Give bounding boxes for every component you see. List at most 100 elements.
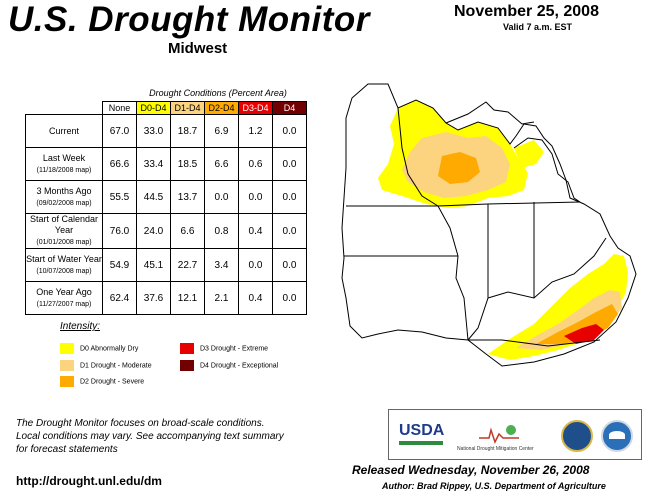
ia-il-line [437, 205, 469, 341]
commerce-seal-icon [561, 420, 593, 452]
d3-area-kentucky [564, 324, 604, 344]
table-cell: 24.0 [136, 213, 171, 249]
oh-ky-line [487, 237, 607, 299]
region-name: Midwest [168, 40, 228, 57]
release-date: Released Wednesday, November 26, 2008 [352, 463, 590, 477]
noaa-logo-icon [601, 420, 633, 452]
table-cell: 0.0 [272, 114, 307, 148]
table-cell: 0.0 [272, 180, 307, 214]
table-cell: 37.6 [136, 281, 171, 315]
table-cell: 0.0 [272, 147, 307, 181]
d1-area-kentucky [516, 290, 622, 350]
legend-swatch [60, 376, 74, 387]
row-label-text: 3 Months Ago [36, 185, 92, 196]
legend-label: D2 Drought - Severe [80, 378, 145, 386]
region-outline [341, 83, 637, 367]
table-row: 3 Months Ago (09/02/2008 map) 55.5 44.5 13.7… [25, 180, 307, 214]
row-label: Last Week (11/18/2008 map) [25, 147, 103, 181]
table-cell: 0.4 [238, 281, 273, 315]
map-date: November 25, 2008 [454, 3, 599, 20]
legend-title: Intensity: [60, 321, 101, 332]
legend-item-d2: D2 Drought - Severe [60, 376, 144, 387]
col-header: D3-D4 [238, 101, 273, 115]
legend-item-d1: D1 Drought - Moderate [60, 360, 152, 371]
d2-area-wisconsin [438, 152, 480, 184]
table-cell: 33.0 [136, 114, 171, 148]
table-cell: 76.0 [102, 213, 137, 249]
state-boundaries [341, 83, 637, 367]
d2-area-kentucky [536, 304, 618, 344]
table-cell: 0.0 [272, 213, 307, 249]
legend-swatch [60, 360, 74, 371]
row-label-date: (01/01/2008 map) [36, 239, 92, 246]
note-line: Local conditions may vary. See accompany… [16, 431, 284, 442]
drought-areas [378, 100, 628, 360]
col-header: None [102, 101, 137, 115]
table-cell: 45.1 [136, 248, 171, 282]
row-label: 3 Months Ago (09/02/2008 map) [25, 180, 103, 214]
table-cell: 3.4 [204, 248, 239, 282]
row-label: One Year Ago (11/27/2007 map) [25, 281, 103, 315]
row-label-text: Start of Calendar Year [29, 214, 99, 235]
legend-item-d3: D3 Drought - Extreme [180, 343, 268, 354]
legend-item-d0: D0 Abnormally Dry [60, 343, 138, 354]
table-cell: 0.4 [238, 213, 273, 249]
table-row: Start of Water Year (10/07/2008 map) 54.9 4… [25, 248, 307, 282]
row-label: Start of Water Year (10/07/2008 map) [25, 248, 103, 282]
table-cell: 18.7 [170, 114, 205, 148]
ndmc-logo-icon [479, 422, 519, 444]
table-cell: 12.1 [170, 281, 205, 315]
agency-logos: USDA National Drought Mitigation Center [388, 409, 642, 460]
legend-label: D1 Drought - Moderate [80, 362, 152, 370]
row-label-text: Last Week [42, 152, 86, 163]
table-cell: 0.0 [204, 180, 239, 214]
table-row: One Year Ago (11/27/2007 map) 62.4 37.6 12.1… [25, 281, 307, 315]
table-cell: 1.2 [238, 114, 273, 148]
col-header: D2-D4 [204, 101, 239, 115]
table-cell: 44.5 [136, 180, 171, 214]
row-label-date: (11/27/2007 map) [36, 300, 92, 308]
table-cell: 54.9 [102, 248, 137, 282]
table-cell: 2.1 [204, 281, 239, 315]
map-title: U.S. Drought Monitor [8, 0, 370, 39]
table-cell: 66.6 [102, 147, 137, 181]
drought-note: The Drought Monitor focuses on broad-sca… [16, 417, 346, 456]
row-label-date: (11/18/2008 map) [36, 166, 92, 174]
wi-il-line [437, 203, 489, 207]
table-cell: 0.8 [204, 213, 239, 249]
ndmc-logo-text: National Drought Mitigation Center [457, 446, 534, 452]
table-cell: 0.6 [238, 147, 273, 181]
usda-logo: USDA [399, 422, 445, 439]
row-label: Start of Calendar Year (01/01/2008 map) [25, 213, 103, 249]
table-cell: 18.5 [170, 147, 205, 181]
row-label-text: One Year Ago [36, 286, 92, 297]
col-header: D1-D4 [170, 101, 205, 115]
table-caption: Drought Conditions (Percent Area) [149, 88, 287, 98]
legend-item-d4: D4 Drought - Exceptional [180, 360, 278, 371]
note-line: The Drought Monitor focuses on broad-sca… [16, 418, 265, 429]
mn-wi-line [397, 107, 439, 207]
table-cell: 13.7 [170, 180, 205, 214]
website-link[interactable]: http://drought.unl.edu/dm [16, 474, 162, 488]
table-cell: 0.0 [238, 180, 273, 214]
table-cell: 6.6 [170, 213, 205, 249]
table-cell: 55.5 [102, 180, 137, 214]
drought-stats-table: None D0-D4 D1-D4 D2-D4 D3-D4 D4 Current 6… [25, 101, 307, 315]
usda-logo-bar [399, 441, 443, 445]
author-credit: Author: Brad Rippey, U.S. Department of … [382, 481, 606, 491]
col-header: D4 [272, 101, 307, 115]
row-label-date: (09/02/2008 map) [36, 199, 92, 207]
row-label-date: (10/07/2008 map) [36, 267, 92, 275]
table-cell: 33.4 [136, 147, 171, 181]
table-row: Last Week (11/18/2008 map) 66.6 33.4 18.5 6.6… [25, 147, 307, 181]
ky-tn-line [468, 339, 601, 347]
table-cell: 6.6 [204, 147, 239, 181]
mi-in-oh-line [487, 201, 581, 205]
note-line: for forecast statements [16, 444, 118, 455]
table-cell: 0.0 [272, 281, 307, 315]
legend-swatch [180, 343, 194, 354]
row-label-text: Current [48, 125, 79, 136]
lower-michigan [513, 137, 581, 203]
table-cell: 22.7 [170, 248, 205, 282]
col-header: D0-D4 [136, 101, 171, 115]
